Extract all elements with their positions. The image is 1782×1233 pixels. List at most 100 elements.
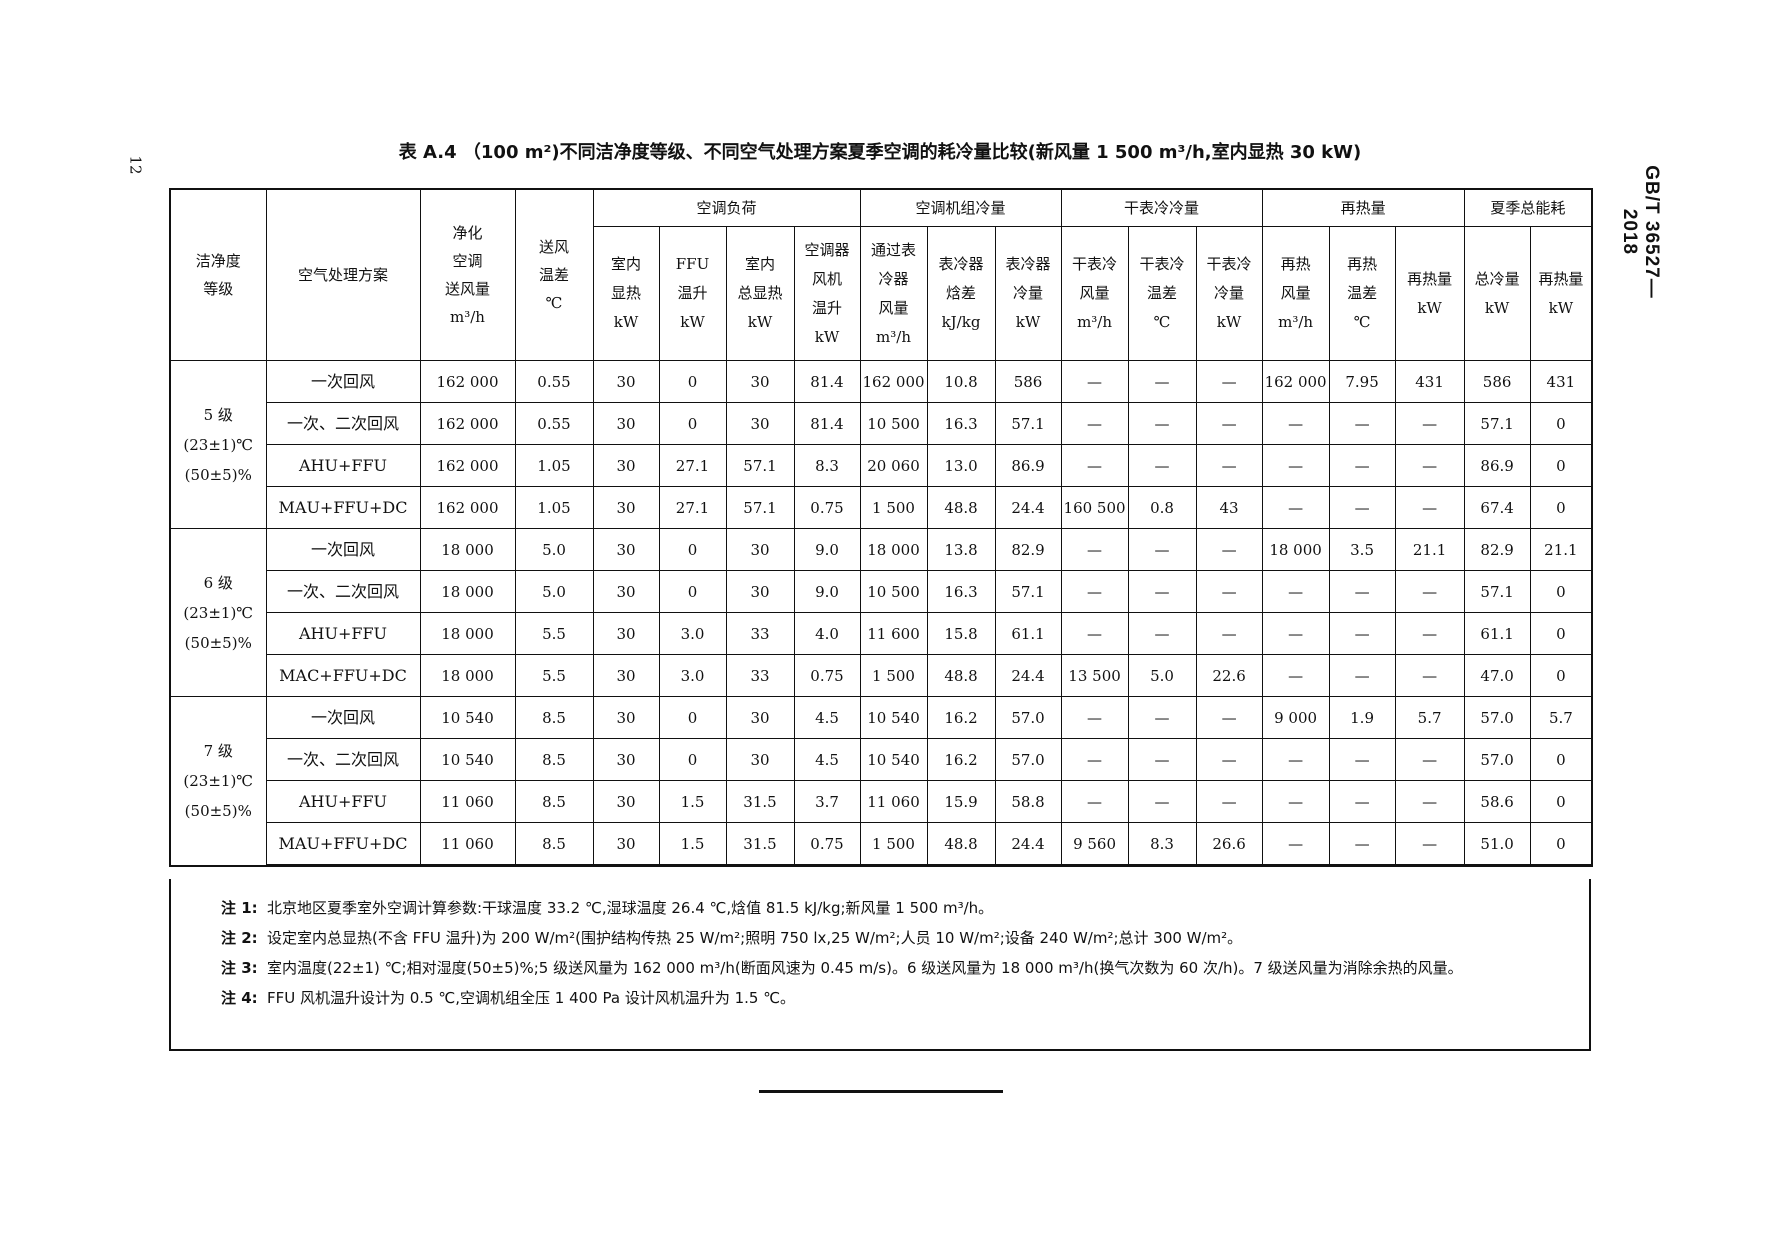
column-subheader: 室内 总显热 kW (725, 226, 795, 361)
value-cell: 30 (725, 738, 795, 781)
value-cell: 30 (592, 822, 660, 867)
table-title: 表 A.4 （100 m²)不同洁净度等级、不同空气处理方案夏季空调的耗冷量比较… (398, 142, 1362, 163)
value-cell: 10.8 (926, 360, 996, 403)
value-cell: — (1195, 360, 1263, 403)
value-cell: — (1394, 780, 1465, 823)
value-cell: 22.6 (1195, 654, 1263, 697)
value-cell: — (1195, 570, 1263, 613)
value-cell: 0.75 (793, 486, 861, 529)
value-cell: — (1261, 444, 1330, 487)
value-cell: — (1195, 780, 1263, 823)
scheme-cell: 一次回风 (265, 696, 421, 739)
value-cell: 30 (592, 696, 660, 739)
value-cell: 30 (592, 444, 660, 487)
table-row: 6 级 (23±1)℃ (50±5)% 一次回风 18 000 5.0 30 0 30 9.0… (169, 528, 1593, 697)
value-cell: 30 (592, 528, 660, 571)
value-cell: 43 (1195, 486, 1263, 529)
column-subheader: 再热量 kW (1529, 226, 1593, 361)
page-number: 12 (126, 155, 145, 175)
value-cell: 3.5 (1328, 528, 1396, 571)
value-cell: — (1261, 738, 1330, 781)
value-cell: 48.8 (926, 822, 996, 867)
table-row: 一次、二次回风 18 000 5.0 30 0 30 9.0 10 500 16.3 57.1— —… (170, 570, 1593, 613)
value-cell: 26.6 (1195, 822, 1263, 867)
scheme-cell: AHU+FFU (265, 780, 421, 823)
value-cell: — (1127, 402, 1197, 445)
value-cell: — (1328, 654, 1396, 697)
end-divider (759, 1090, 1003, 1093)
value-cell: 0 (658, 696, 727, 739)
value-cell: — (1127, 444, 1197, 487)
value-cell: 30 (725, 402, 795, 445)
value-cell: 8.3 (793, 444, 861, 487)
value-cell: — (1394, 822, 1465, 867)
table-row: 7 级 (23±1)℃ (50±5)% 一次回风 10 540 8.5 30 0 30 4.5… (169, 696, 1593, 866)
column-subheader: 再热量 kW (1394, 226, 1465, 361)
note-label: 注 1: (221, 899, 258, 917)
table-row: AHU+FFU 18 000 5.5 30 3.0 33 4.0 11 600 15.8 61.1… (170, 612, 1593, 655)
value-cell: — (1394, 486, 1465, 529)
value-cell: — (1261, 612, 1330, 655)
value-cell: 8.5 (514, 738, 594, 781)
cooling-comparison-table: 洁净度 等级 空气处理方案 净化 空调 送风量 m³/h 送风 温差 ℃ 空调负荷 空调机… (169, 188, 1594, 867)
column-subheader: FFU 温升 kW (658, 226, 727, 361)
value-cell: 48.8 (926, 486, 996, 529)
value-cell: — (1394, 738, 1465, 781)
value-cell: 1 500 (859, 486, 928, 529)
value-cell: 1 500 (859, 654, 928, 697)
column-subheader: 干表冷 风量 m³/h (1060, 226, 1129, 361)
column-header: 洁净度 等级 (169, 188, 267, 361)
cleanliness-grade-cell: 7 级 (23±1)℃ (50±5)% (169, 696, 267, 866)
value-cell: 51.0 (1463, 822, 1531, 867)
table-row: MAC+FFU+DC 18 000 5.5 30 3.0 33 0.75 1 500 48.8 2… (170, 654, 1593, 697)
value-cell: 18 000 (859, 528, 928, 571)
value-cell: 81.4 (793, 402, 861, 445)
value-cell: — (1195, 696, 1263, 739)
value-cell: 11 600 (859, 612, 928, 655)
value-cell: — (1328, 444, 1396, 487)
value-cell: 0 (658, 402, 727, 445)
value-cell: 3.0 (658, 612, 727, 655)
value-cell: — (1394, 570, 1465, 613)
value-cell: 57.0 (1463, 738, 1531, 781)
cleanliness-grade-cell: 6 级 (23±1)℃ (50±5)% (169, 528, 267, 697)
value-cell: — (1328, 402, 1396, 445)
value-cell: 30 (592, 402, 660, 445)
value-cell: 82.9 (1463, 528, 1531, 571)
value-cell: 20 060 (859, 444, 928, 487)
value-cell: 57.1 (725, 444, 795, 487)
value-cell: 1.05 (514, 444, 594, 487)
value-cell: 0 (1529, 612, 1593, 655)
value-cell: 162 000 (419, 402, 516, 445)
value-cell: 18 000 (419, 612, 516, 655)
value-cell: — (1060, 780, 1129, 823)
value-cell: 18 000 (419, 570, 516, 613)
value-cell: — (1394, 612, 1465, 655)
value-cell: 0 (1529, 822, 1593, 867)
value-cell: 10 540 (419, 738, 516, 781)
value-cell: 8.5 (514, 696, 594, 739)
value-cell: 30 (592, 654, 660, 697)
column-subheader: 总冷量 kW (1463, 226, 1531, 361)
column-group-header: 空调机组冷量 (859, 188, 1062, 227)
value-cell: 57.1 (1463, 402, 1531, 445)
value-cell: — (1328, 822, 1396, 867)
value-cell: 5.0 (514, 528, 594, 571)
value-cell: 57.1 (1463, 570, 1531, 613)
value-cell: 586 (994, 360, 1062, 403)
value-cell: 8.5 (514, 780, 594, 823)
value-cell: 30 (725, 570, 795, 613)
value-cell: 3.0 (658, 654, 727, 697)
value-cell: 81.4 (793, 360, 861, 403)
value-cell: — (1394, 654, 1465, 697)
note-label: 注 2: (221, 929, 258, 947)
value-cell: 15.8 (926, 612, 996, 655)
value-cell: — (1261, 570, 1330, 613)
value-cell: 31.5 (725, 822, 795, 867)
value-cell: 4.5 (793, 696, 861, 739)
value-cell: 9 000 (1261, 696, 1330, 739)
cleanliness-grade-cell: 5 级 (23±1)℃ (50±5)% (169, 360, 267, 529)
value-cell: 5.5 (514, 612, 594, 655)
value-cell: 0.55 (514, 402, 594, 445)
value-cell: 30 (592, 486, 660, 529)
